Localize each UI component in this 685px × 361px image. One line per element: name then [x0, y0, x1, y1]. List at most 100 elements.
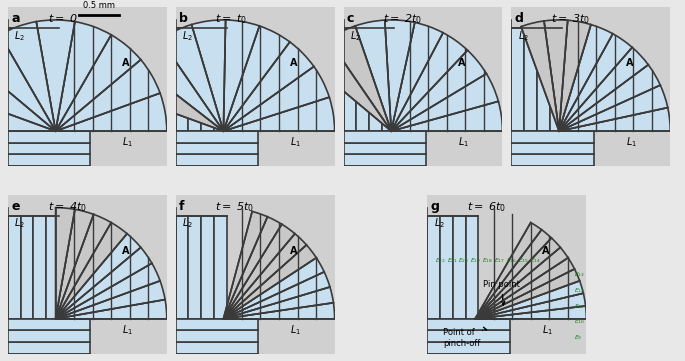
Wedge shape: [328, 26, 391, 131]
Bar: [201, 216, 214, 319]
Text: $L_1$: $L_1$: [542, 323, 553, 337]
Bar: [8, 342, 90, 354]
Text: Pin point: Pin point: [483, 280, 520, 305]
Wedge shape: [223, 97, 334, 131]
Wedge shape: [391, 74, 498, 131]
Wedge shape: [55, 93, 166, 131]
Text: A: A: [123, 58, 129, 68]
Wedge shape: [356, 20, 391, 131]
Text: f: f: [179, 200, 184, 213]
Text: A: A: [458, 58, 465, 68]
Text: $E_{13}$: $E_{13}$: [573, 270, 585, 279]
Wedge shape: [475, 222, 542, 319]
Wedge shape: [0, 93, 55, 131]
Bar: [344, 131, 426, 143]
Bar: [176, 330, 258, 342]
Bar: [512, 143, 594, 155]
Text: $E_{19}$: $E_{19}$: [471, 256, 482, 265]
Text: $L_2$: $L_2$: [14, 29, 25, 43]
Text: $E_{18}$: $E_{18}$: [482, 256, 493, 265]
Text: $E_{20}$: $E_{20}$: [458, 256, 470, 265]
Wedge shape: [475, 238, 560, 319]
Bar: [8, 143, 90, 155]
Wedge shape: [559, 65, 660, 131]
Wedge shape: [55, 22, 111, 131]
Bar: [344, 155, 426, 166]
Bar: [427, 216, 440, 319]
Bar: [440, 216, 453, 319]
Wedge shape: [55, 234, 140, 319]
Wedge shape: [223, 245, 316, 319]
Text: $E_{11}$: $E_{11}$: [573, 302, 585, 310]
Text: $L_2$: $L_2$: [350, 29, 361, 43]
Text: $L_1$: $L_1$: [458, 135, 469, 149]
Wedge shape: [36, 20, 75, 131]
Text: $L_2$: $L_2$: [434, 217, 445, 230]
Bar: [176, 28, 188, 131]
Text: $E_{14}$: $E_{14}$: [530, 256, 541, 265]
Text: $t =$ 4$t_0$: $t =$ 4$t_0$: [48, 200, 87, 213]
Wedge shape: [223, 42, 314, 131]
Wedge shape: [223, 66, 329, 131]
Wedge shape: [0, 22, 55, 131]
Text: $E_{16}$: $E_{16}$: [506, 256, 517, 265]
Text: $L_2$: $L_2$: [14, 217, 25, 230]
Wedge shape: [55, 209, 94, 319]
Text: A: A: [542, 245, 549, 256]
Text: $E_{9}$: $E_{9}$: [573, 334, 582, 342]
Bar: [8, 319, 90, 330]
Text: $L_1$: $L_1$: [290, 323, 301, 337]
Text: c: c: [347, 12, 354, 25]
Wedge shape: [385, 20, 414, 131]
Text: $L_2$: $L_2$: [182, 217, 193, 230]
Wedge shape: [119, 63, 223, 131]
Text: e: e: [11, 200, 20, 213]
Bar: [21, 28, 34, 131]
Bar: [427, 330, 510, 342]
Text: $L_1$: $L_1$: [123, 323, 134, 337]
Bar: [369, 28, 382, 131]
Bar: [466, 216, 478, 319]
Bar: [34, 28, 46, 131]
Wedge shape: [391, 50, 486, 131]
Text: A: A: [123, 245, 129, 256]
Wedge shape: [475, 258, 575, 319]
Bar: [512, 28, 524, 131]
Wedge shape: [391, 33, 468, 131]
Text: $E_{12}$: $E_{12}$: [573, 286, 585, 295]
Bar: [453, 216, 466, 319]
Text: $L_2$: $L_2$: [518, 29, 529, 43]
Bar: [537, 28, 549, 131]
Wedge shape: [55, 35, 140, 131]
Wedge shape: [55, 214, 111, 319]
Wedge shape: [223, 287, 334, 319]
Wedge shape: [223, 258, 324, 319]
Wedge shape: [55, 263, 160, 319]
Bar: [382, 28, 395, 131]
Bar: [176, 216, 188, 319]
Wedge shape: [223, 303, 334, 319]
Text: A: A: [290, 245, 297, 256]
Text: d: d: [514, 12, 523, 25]
Wedge shape: [475, 230, 551, 319]
Bar: [344, 28, 356, 131]
Text: $L_2$: $L_2$: [182, 29, 193, 43]
Bar: [549, 28, 562, 131]
Bar: [214, 28, 227, 131]
Bar: [427, 342, 510, 354]
Text: $L_1$: $L_1$: [626, 135, 637, 149]
Bar: [524, 28, 537, 131]
Wedge shape: [223, 26, 290, 131]
Text: g: g: [431, 200, 440, 213]
Wedge shape: [0, 60, 55, 131]
Bar: [46, 28, 59, 131]
Bar: [8, 131, 90, 143]
Wedge shape: [55, 300, 166, 319]
Wedge shape: [223, 234, 306, 319]
Text: $t =$ 2$t_0$: $t =$ 2$t_0$: [384, 12, 423, 26]
Bar: [176, 342, 258, 354]
Wedge shape: [544, 20, 568, 131]
Wedge shape: [55, 208, 75, 319]
Text: $t =$ 6$t_0$: $t =$ 6$t_0$: [467, 200, 507, 213]
Bar: [8, 216, 21, 319]
